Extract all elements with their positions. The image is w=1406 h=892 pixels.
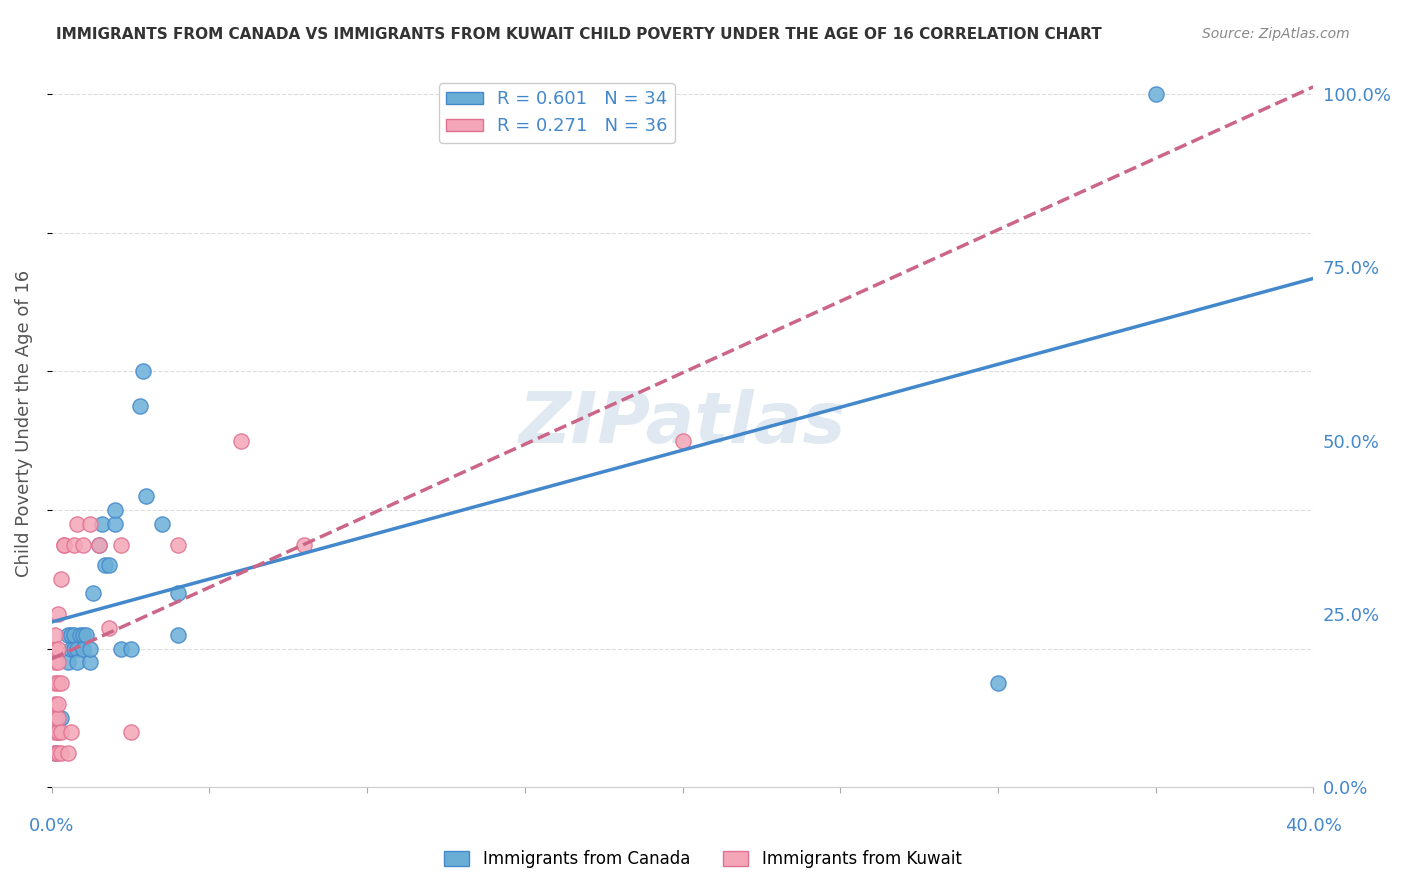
Point (46, 607, 69, 621)
Point (120, 641, 142, 656)
Legend: Immigrants from Canada, Immigrants from Kuwait: Immigrants from Canada, Immigrants from … (437, 844, 969, 875)
Legend: R = 0.601   N = 34, R = 0.271   N = 36: R = 0.601 N = 34, R = 0.271 N = 36 (439, 83, 675, 143)
Point (167, 586, 190, 600)
Point (167, 628, 190, 642)
Point (56, 628, 79, 642)
Text: Source: ZipAtlas.com: Source: ZipAtlas.com (1202, 27, 1350, 41)
Point (72, 538, 94, 552)
Point (671, 434, 693, 448)
Point (44, 628, 66, 642)
Point (97, 621, 120, 635)
Point (87, 538, 110, 552)
Point (51, 676, 73, 690)
Point (51, 572, 73, 586)
Point (46, 656, 69, 670)
Point (44, 676, 66, 690)
Point (44, 746, 66, 760)
Point (72, 641, 94, 656)
Point (51, 724, 73, 739)
Point (53, 538, 76, 552)
Point (79, 641, 101, 656)
Point (44, 697, 66, 711)
Point (66, 641, 89, 656)
Point (56, 656, 79, 670)
Point (167, 538, 190, 552)
Point (63, 538, 86, 552)
Point (63, 628, 86, 642)
Point (56, 746, 79, 760)
Point (46, 724, 69, 739)
Text: IMMIGRANTS FROM CANADA VS IMMIGRANTS FROM KUWAIT CHILD POVERTY UNDER THE AGE OF : IMMIGRANTS FROM CANADA VS IMMIGRANTS FRO… (56, 27, 1102, 42)
Point (72, 628, 94, 642)
Point (46, 641, 69, 656)
Point (59, 628, 82, 642)
Point (46, 711, 69, 725)
Point (46, 724, 69, 739)
Point (135, 489, 157, 503)
Point (44, 656, 66, 670)
Point (44, 746, 66, 760)
Point (46, 676, 69, 690)
Point (94, 558, 117, 573)
Point (110, 641, 132, 656)
Point (110, 538, 132, 552)
Point (69, 628, 91, 642)
Text: 40.0%: 40.0% (1285, 817, 1341, 835)
Point (51, 711, 73, 725)
Point (87, 538, 110, 552)
Point (75, 628, 97, 642)
Point (63, 641, 86, 656)
Point (53, 538, 76, 552)
Point (91, 516, 114, 531)
Y-axis label: Child Poverty Under the Age of 16: Child Poverty Under the Age of 16 (15, 270, 32, 577)
Point (1144, 87, 1167, 102)
Point (44, 641, 66, 656)
Point (51, 746, 73, 760)
Point (46, 746, 69, 760)
Point (44, 711, 66, 725)
Point (66, 656, 89, 670)
Point (132, 364, 155, 378)
Point (120, 724, 142, 739)
Point (987, 676, 1010, 690)
Point (104, 516, 127, 531)
Point (292, 538, 315, 552)
Point (44, 724, 66, 739)
Point (129, 399, 152, 413)
Point (82, 586, 104, 600)
Point (229, 434, 252, 448)
Point (59, 641, 82, 656)
Point (79, 516, 101, 531)
Point (97, 558, 120, 573)
Text: ZIPatlas: ZIPatlas (519, 389, 846, 458)
Point (79, 656, 101, 670)
Point (104, 503, 127, 517)
Point (46, 697, 69, 711)
Text: 0.0%: 0.0% (30, 817, 75, 835)
Point (66, 516, 89, 531)
Point (150, 516, 173, 531)
Point (59, 724, 82, 739)
